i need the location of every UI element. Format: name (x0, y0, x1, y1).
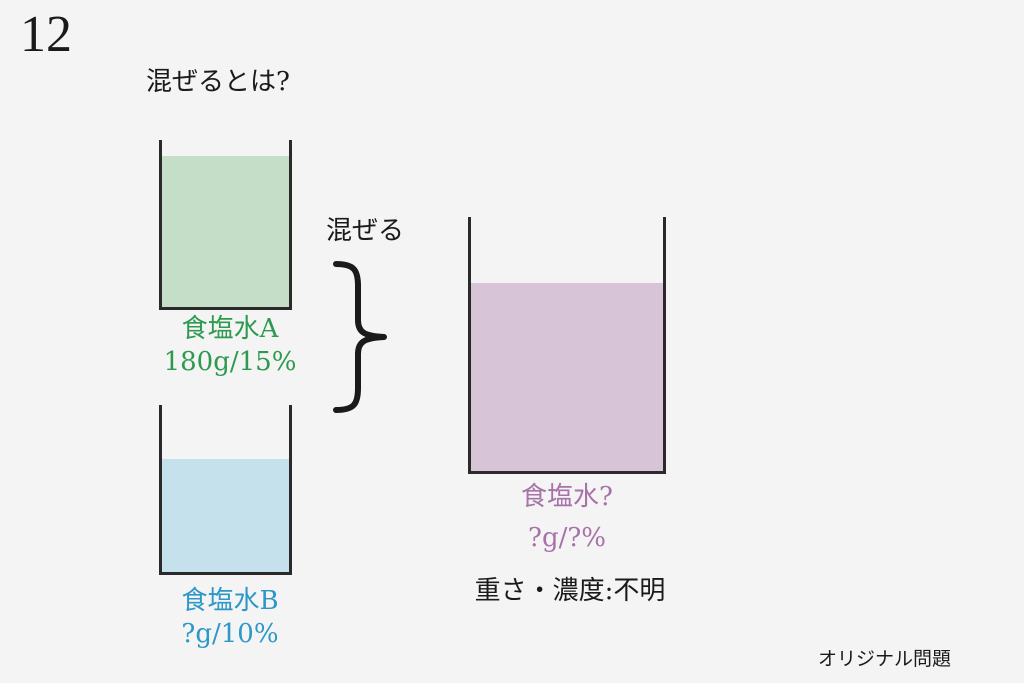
solution-b-name: 食塩水B (181, 586, 279, 616)
question-title: 混ぜるとは? (146, 67, 290, 97)
mixture-amount: ?g/?% (528, 523, 606, 554)
footer-note: オリジナル問題 (818, 648, 952, 670)
solution-b-label: 食塩水B ?g/10% (135, 585, 325, 650)
mix-label: 混ぜる (326, 216, 405, 246)
solution-a-label: 食塩水A 180g/15% (135, 313, 325, 378)
mixture-name: 食塩水? (521, 482, 613, 512)
beaker-b-liquid (162, 459, 289, 572)
solution-b-amount: ?g/10% (181, 618, 279, 649)
beaker-b (159, 405, 292, 575)
right-brace-icon (333, 261, 387, 413)
beaker-mixture (468, 217, 666, 474)
beaker-mixture-liquid (471, 283, 663, 471)
mixture-label: 食塩水? ?g/?% (457, 482, 677, 554)
solution-a-name: 食塩水A (181, 314, 279, 344)
solution-a-amount: 180g/15% (163, 346, 297, 377)
beaker-a-liquid (162, 156, 289, 307)
beaker-a (159, 140, 292, 310)
problem-number: 12 (20, 6, 72, 63)
unknown-note: 重さ・濃度:不明 (474, 576, 666, 606)
